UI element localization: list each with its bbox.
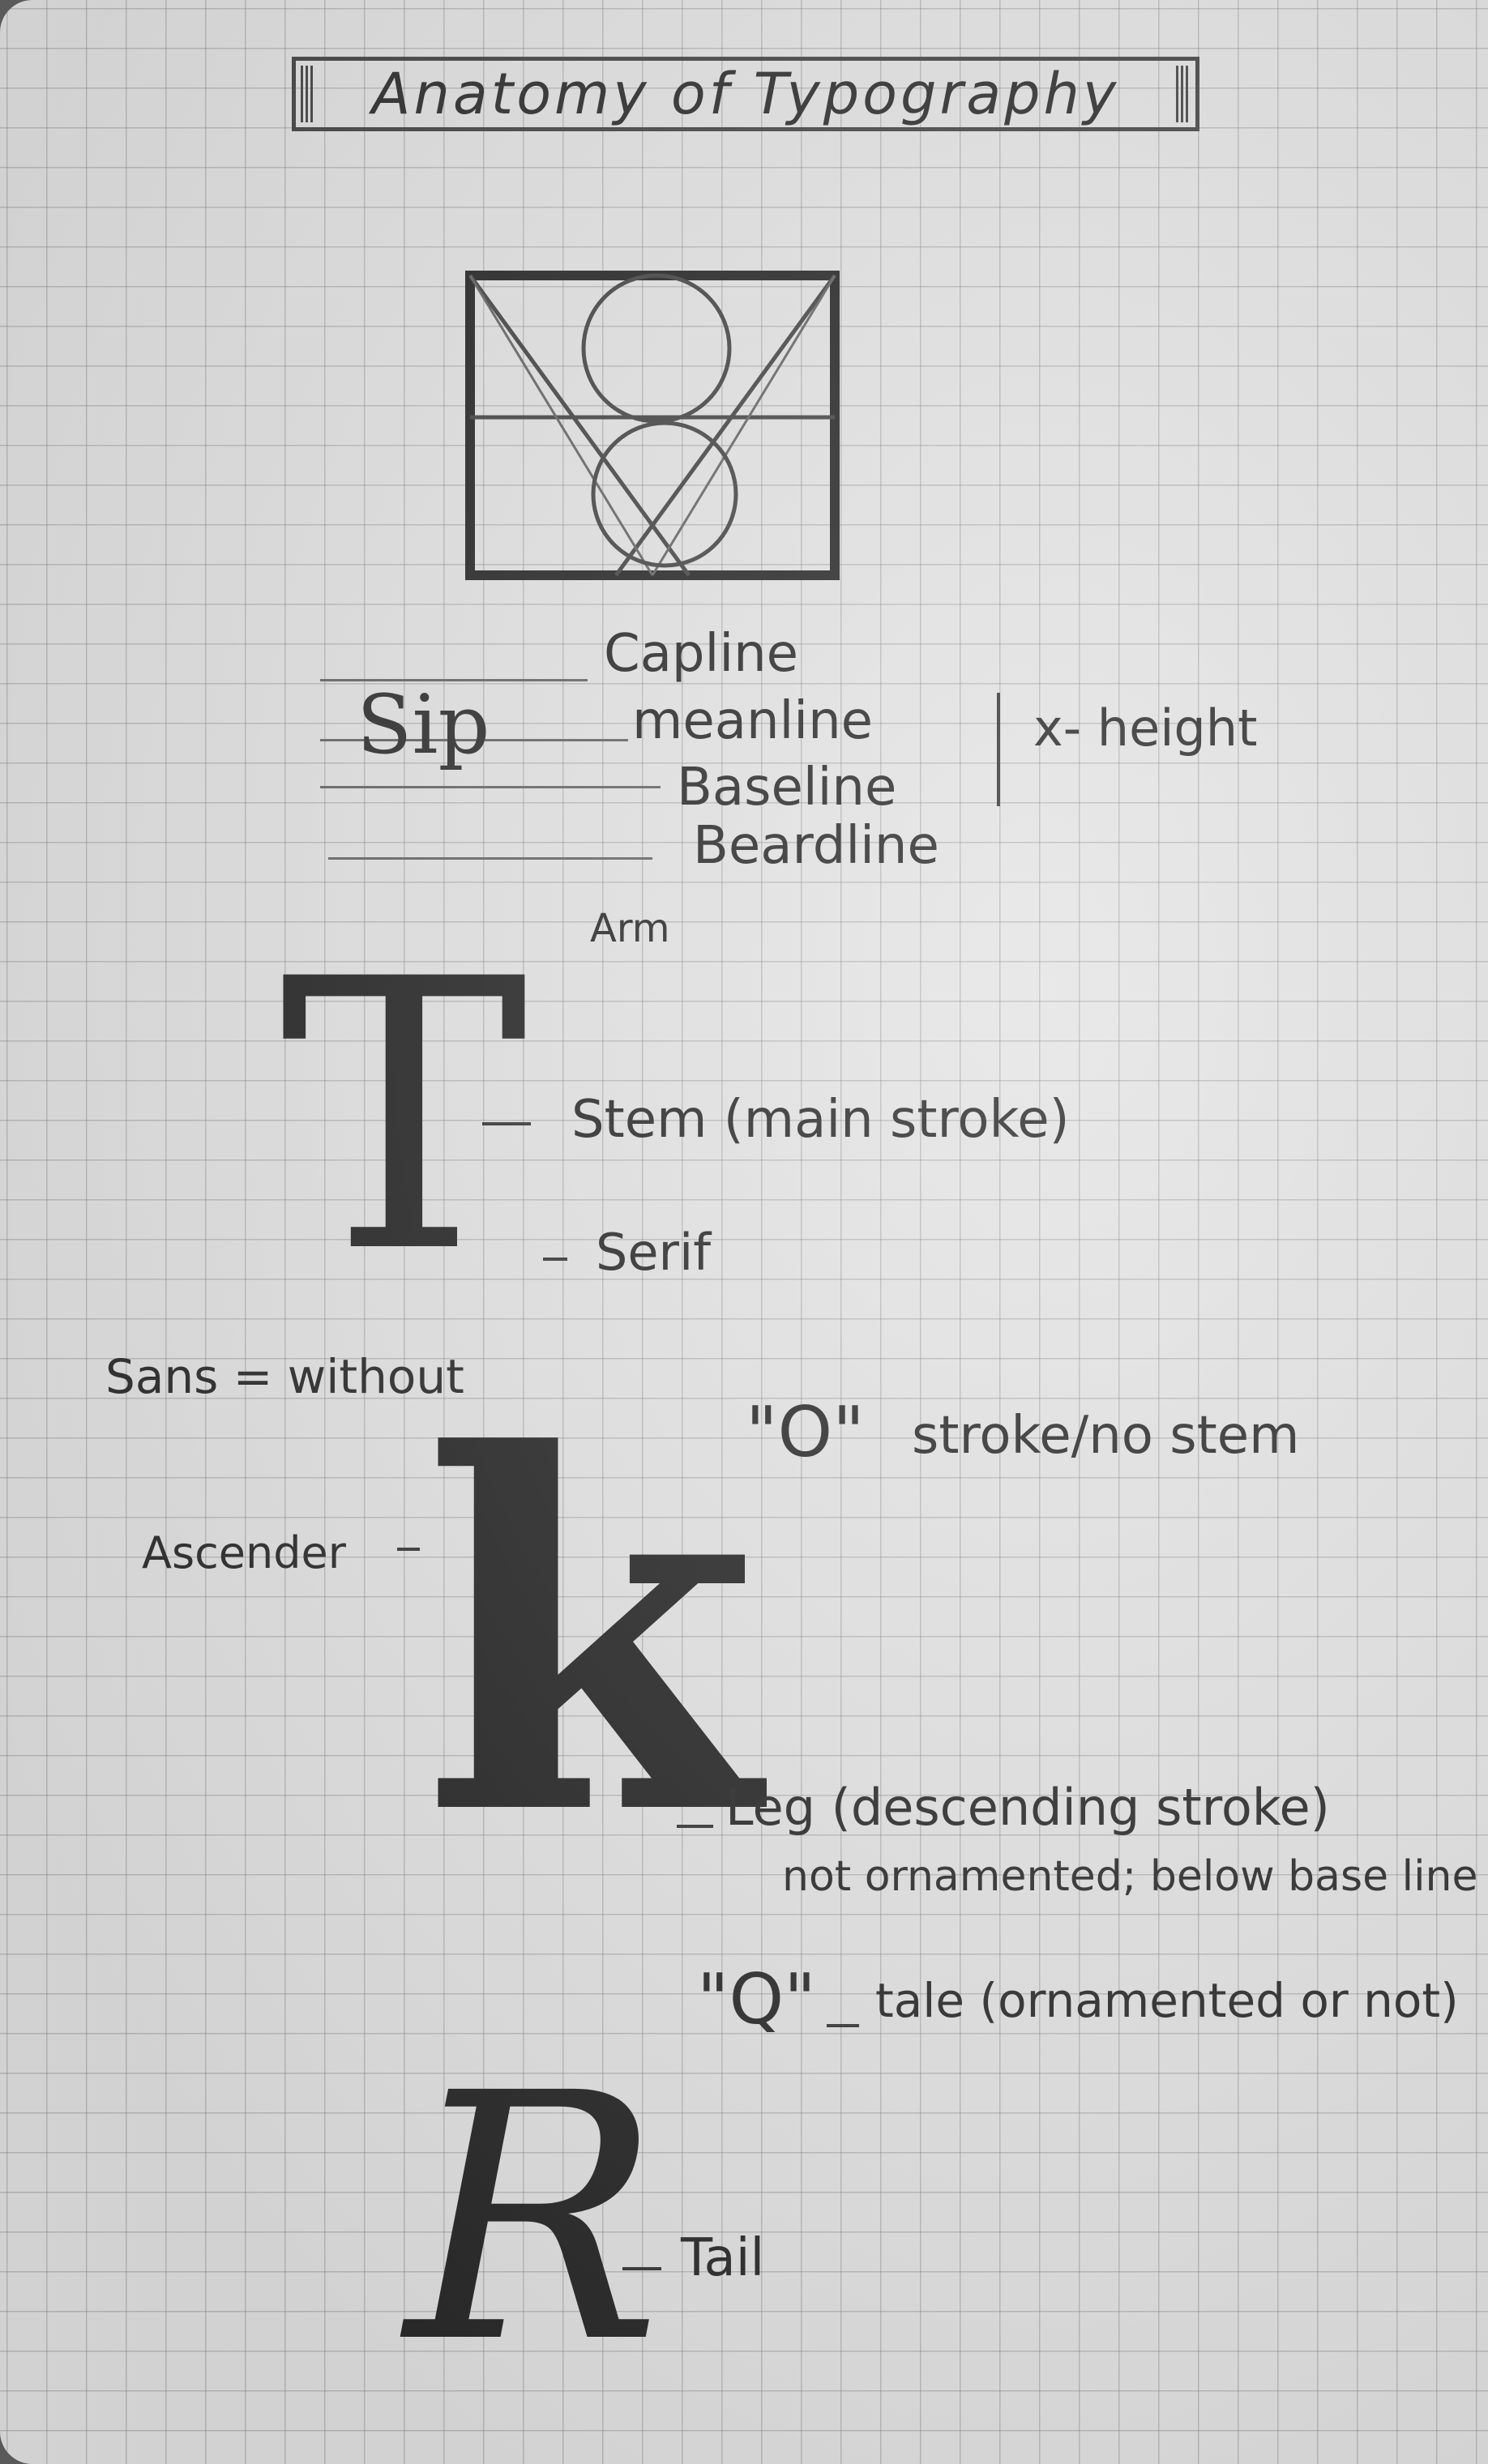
letter-t: T xyxy=(280,901,528,1334)
ascender-label: Ascender xyxy=(142,1527,346,1578)
baseline-rule xyxy=(320,786,661,788)
stem-label: Stem (main stroke) xyxy=(571,1090,1070,1150)
baseline-label: Baseline xyxy=(677,758,897,818)
beardline-rule xyxy=(328,857,652,860)
x-height-label: x- height xyxy=(1033,698,1258,758)
q-note-text: tale (ornamented or not) xyxy=(875,1973,1459,2028)
q-pointer xyxy=(827,2024,859,2027)
o-glyph: "O" xyxy=(746,1392,865,1473)
serif-label: Serif xyxy=(596,1223,712,1282)
tail-pointer xyxy=(622,2267,661,2270)
leg-note: not ornamented; below base line xyxy=(782,1852,1478,1901)
sample-word: Sip xyxy=(357,677,490,772)
arm-label: Arm xyxy=(590,906,670,951)
leg-label: Leg (descending stroke) xyxy=(725,1778,1330,1837)
leg-pointer xyxy=(677,1825,713,1828)
letter-construction-diagram xyxy=(465,271,840,580)
title-frame: Anatomy of Typography xyxy=(292,57,1199,131)
sans-note: Sans = without xyxy=(105,1349,464,1404)
beardline-label: Beardline xyxy=(693,816,939,876)
o-note: stroke/no stem xyxy=(912,1406,1300,1466)
meanline-rule xyxy=(320,739,628,741)
capline-rule xyxy=(320,679,588,681)
page-title: Anatomy of Typography xyxy=(371,61,1120,127)
letter-r: R xyxy=(405,2022,662,2418)
meanline-label: meanline xyxy=(632,691,873,751)
q-glyph: "Q" xyxy=(697,1959,816,2040)
ascender-pointer xyxy=(397,1548,420,1551)
x-height-bracket xyxy=(997,693,1000,806)
letter-k: k xyxy=(421,1351,759,1922)
stem-pointer xyxy=(482,1122,531,1125)
serif-pointer xyxy=(543,1258,567,1261)
tail-label: Tail xyxy=(681,2228,765,2288)
capline-label: Capline xyxy=(604,624,799,684)
